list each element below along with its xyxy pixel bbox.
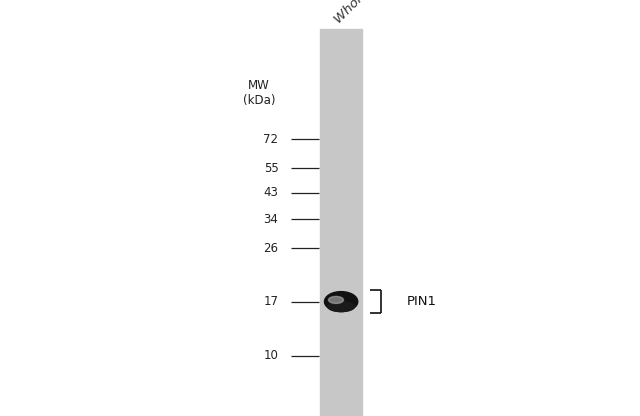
Text: 72: 72 [264, 133, 278, 146]
Text: 26: 26 [264, 242, 278, 255]
Text: 43: 43 [264, 186, 278, 199]
Text: 17: 17 [264, 295, 278, 308]
Text: MW
(kDa): MW (kDa) [243, 79, 275, 107]
Ellipse shape [328, 297, 344, 303]
Ellipse shape [328, 302, 355, 312]
Bar [320, 29, 362, 416]
Ellipse shape [324, 292, 358, 312]
Text: 34: 34 [264, 213, 278, 226]
Text: 55: 55 [264, 162, 278, 175]
Text: 10: 10 [264, 349, 278, 362]
Text: Whole zebrafish: Whole zebrafish [332, 0, 416, 26]
Text: PIN1: PIN1 [406, 295, 436, 308]
